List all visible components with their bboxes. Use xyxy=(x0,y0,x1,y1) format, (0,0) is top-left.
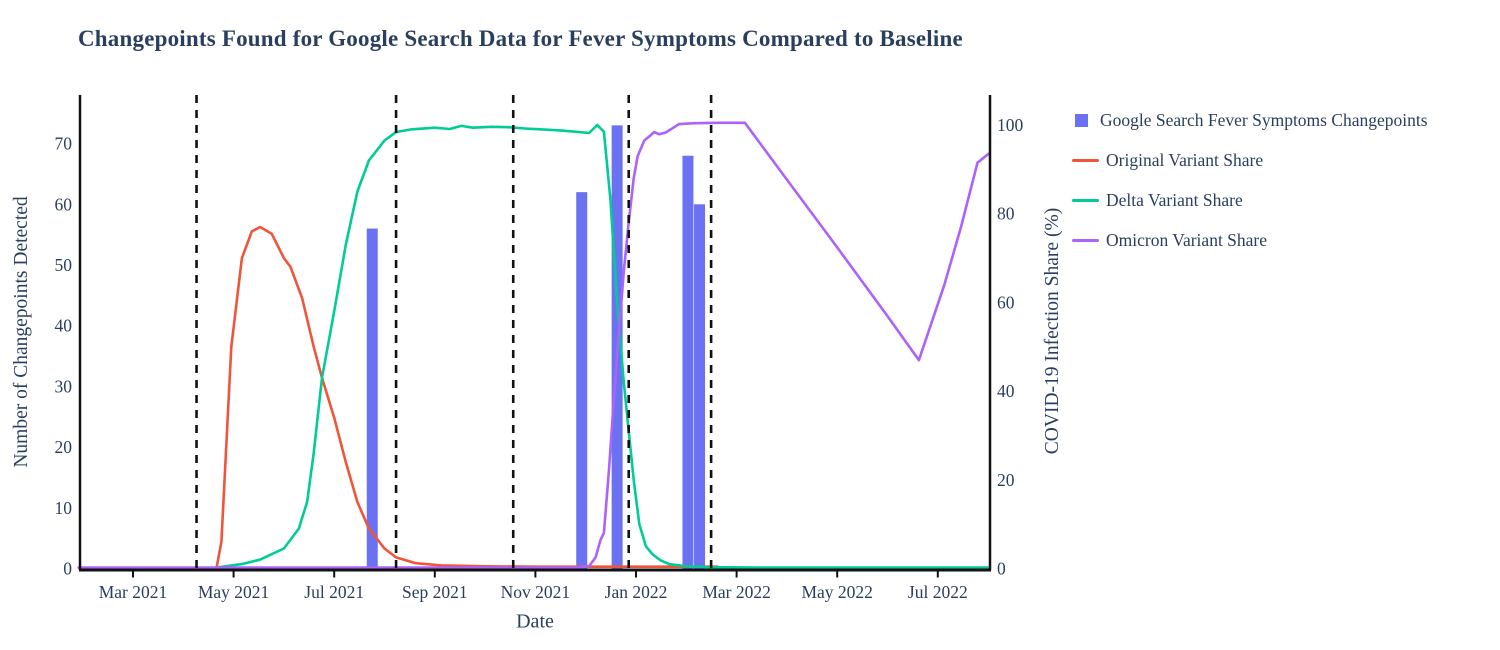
legend-item-changepoints[interactable]: Google Search Fever Symptoms Changepoint… xyxy=(1072,100,1428,140)
legend: Google Search Fever Symptoms Changepoint… xyxy=(1072,100,1428,260)
x-tick-label: May 2022 xyxy=(801,582,872,602)
y-left-tick-label: 20 xyxy=(55,437,73,457)
x-tick-label: May 2021 xyxy=(198,582,269,602)
x-tick-label: Mar 2022 xyxy=(702,582,771,602)
changepoint-bar[interactable] xyxy=(576,192,588,569)
legend-item-delta-variant[interactable]: Delta Variant Share xyxy=(1072,180,1428,220)
x-tick-label: Jan 2022 xyxy=(605,582,668,602)
delta-variant-swatch-icon xyxy=(1072,198,1099,202)
changepoints-swatch-icon xyxy=(1075,113,1088,127)
omicron-variant-swatch-icon xyxy=(1072,238,1099,242)
y-right-tick-label: 20 xyxy=(997,470,1015,490)
plot-area[interactable] xyxy=(80,95,990,569)
y-right-tick-label: 80 xyxy=(997,204,1015,224)
y-axis-title-right: COVID-19 Infection Share (%) xyxy=(1042,207,1063,455)
y-right-tick-label: 0 xyxy=(997,559,1006,579)
changepoint-bar[interactable] xyxy=(694,204,706,569)
omicron-variant-share-line xyxy=(77,121,992,569)
legend-label: Delta Variant Share xyxy=(1106,189,1243,210)
y-right-tick-label: 40 xyxy=(997,381,1015,401)
y-left-tick-label: 0 xyxy=(63,559,72,579)
y-left-tick-label: 40 xyxy=(55,316,73,336)
x-tick-label: Sep 2021 xyxy=(402,582,468,602)
legend-label: Omicron Variant Share xyxy=(1106,229,1268,250)
x-axis-title: Date xyxy=(516,610,554,633)
delta-variant-share-line xyxy=(215,123,992,569)
y-left-tick-label: 70 xyxy=(55,134,73,154)
legend-item-omicron-variant[interactable]: Omicron Variant Share xyxy=(1072,220,1428,260)
legend-item-original-variant[interactable]: Original Variant Share xyxy=(1072,140,1428,180)
x-tick-label: Jul 2021 xyxy=(304,582,364,602)
changepoint-bar[interactable] xyxy=(366,228,378,569)
chart-title: Changepoints Found for Google Search Dat… xyxy=(78,26,963,51)
x-tick-label: Mar 2021 xyxy=(99,582,168,602)
x-tick-label: Jul 2022 xyxy=(908,582,968,602)
y-left-tick-label: 60 xyxy=(55,194,73,214)
legend-label: Google Search Fever Symptoms Changepoint… xyxy=(1100,109,1428,130)
y-left-tick-label: 50 xyxy=(55,255,73,275)
x-tick-label: Nov 2021 xyxy=(501,582,571,602)
y-right-tick-label: 100 xyxy=(997,115,1024,135)
original-variant-swatch-icon xyxy=(1072,158,1099,162)
y-left-tick-label: 10 xyxy=(55,498,73,518)
changepoint-bar[interactable] xyxy=(682,155,694,569)
y-left-tick-label: 30 xyxy=(55,376,73,396)
y-right-tick-label: 60 xyxy=(997,292,1015,312)
legend-label: Original Variant Share xyxy=(1106,149,1264,170)
y-axis-title-left: Number of Changepoints Detected xyxy=(11,196,32,468)
